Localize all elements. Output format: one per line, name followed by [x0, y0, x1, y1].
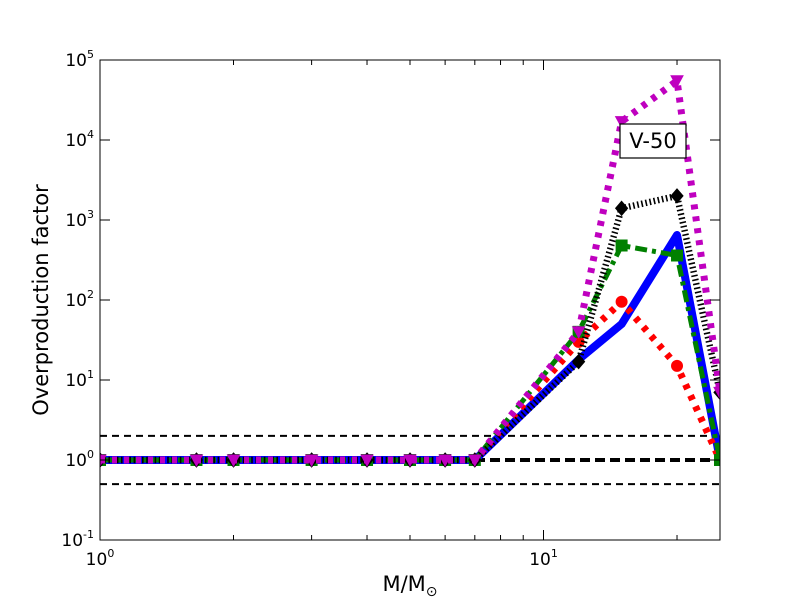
y-tick-label-0: 10-1 — [61, 528, 94, 551]
x-axis-title: M/M⊙ — [382, 572, 437, 600]
series-4-point — [304, 454, 319, 468]
x-axis-title-sub: ⊙ — [426, 584, 438, 600]
series-1-point — [615, 295, 628, 308]
series-4-point — [403, 454, 417, 468]
annotation-box: V-50 — [619, 123, 687, 159]
x-tick-label-0: 100 — [86, 547, 115, 570]
x-axis-title-base: M/M — [382, 572, 425, 596]
series-line-4 — [100, 77, 720, 464]
series-4-point — [438, 454, 452, 468]
y-tick-label-5: 104 — [65, 128, 94, 151]
series-3-point — [670, 188, 684, 204]
series-3-point — [614, 200, 629, 217]
series-3-point — [571, 353, 586, 370]
y-tick-label-2: 101 — [65, 368, 94, 391]
series-4-point — [189, 454, 204, 468]
series-2-point — [671, 249, 684, 262]
series-4-point — [614, 116, 629, 129]
y-tick-label-1: 100 — [65, 448, 94, 471]
plot-frame — [99, 59, 721, 541]
y-axis-title: Overproduction factor — [29, 184, 53, 416]
series-1-point — [671, 359, 684, 372]
series-4-point — [670, 75, 684, 88]
series-2-point — [615, 239, 628, 252]
series-4-point — [467, 454, 482, 468]
annotation-label: V-50 — [629, 129, 676, 153]
series-4 — [100, 75, 720, 468]
series-4-point — [226, 454, 241, 468]
y-tick-label-6: 105 — [65, 48, 94, 71]
y-tick-label-4: 103 — [65, 208, 94, 231]
x-tick-label-1: 101 — [529, 547, 558, 570]
series-4-point — [360, 454, 374, 468]
series-4-point — [713, 386, 720, 400]
series-layer — [100, 75, 720, 468]
y-tick-label-3: 102 — [65, 288, 94, 311]
series-4-point — [571, 326, 586, 339]
